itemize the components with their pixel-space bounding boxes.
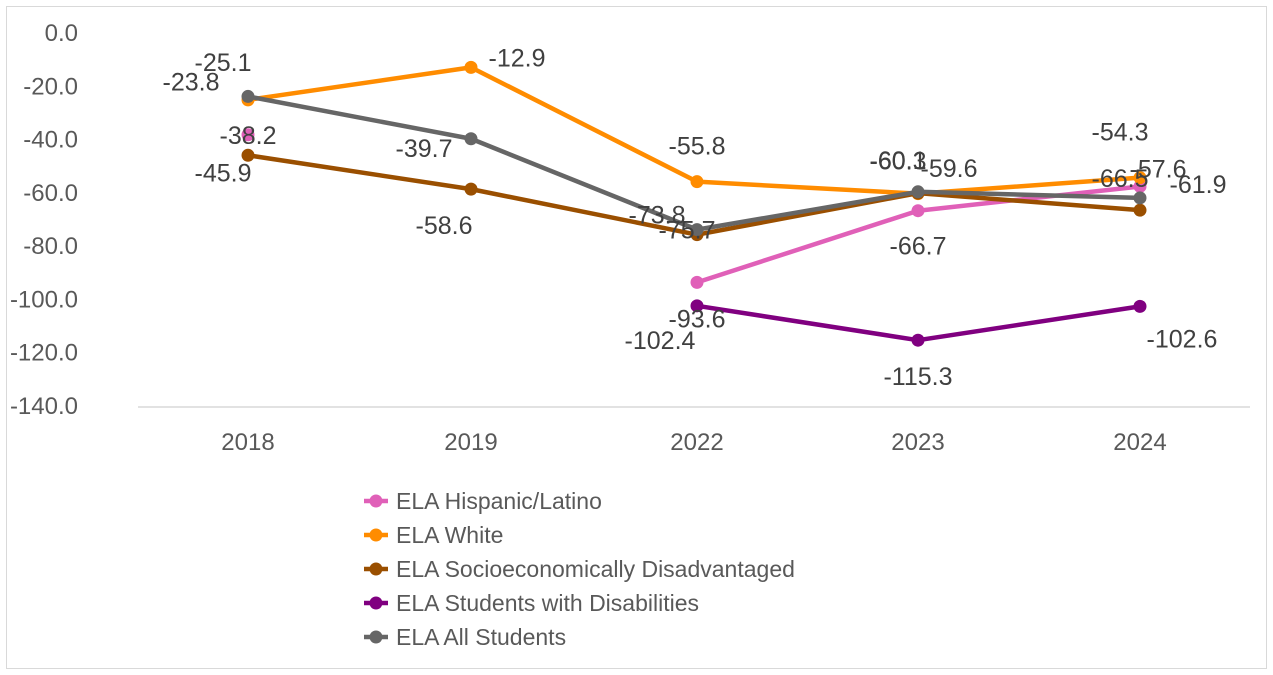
series-ela-all-students (241, 89, 1147, 237)
data-label: -102.4 (625, 327, 696, 355)
legend-label: ELA Socioeconomically Disadvantaged (396, 556, 795, 582)
x-tick-label: 2019 (444, 429, 497, 456)
data-label: -60.3 (870, 148, 927, 176)
data-point (464, 182, 478, 196)
legend-swatch-marker (369, 562, 383, 576)
data-label: -39.7 (396, 135, 453, 163)
legend-swatch-marker (369, 494, 383, 508)
y-tick-label: -20.0 (23, 73, 78, 100)
y-tick-label: -80.0 (23, 233, 78, 260)
legend-label: ELA Students with Disabilities (396, 590, 699, 616)
legend-item: ELA Students with Disabilities (364, 590, 699, 616)
data-point (911, 204, 925, 218)
data-label: -102.6 (1147, 325, 1218, 353)
x-tick-label: 2023 (891, 429, 944, 456)
chart-frame (6, 6, 1267, 669)
data-label: -58.6 (416, 212, 473, 240)
legend: ELA Hispanic/Latino ELA White ELA Socioeco… (364, 488, 795, 650)
data-label: -12.9 (489, 44, 546, 72)
data-point (1133, 299, 1147, 313)
legend-swatch-marker (369, 596, 383, 610)
y-tick-label: -40.0 (23, 127, 78, 154)
data-point (690, 299, 704, 313)
data-label: -115.3 (883, 363, 952, 391)
data-point (241, 128, 255, 142)
data-label: -66.5 (1092, 165, 1149, 193)
data-label: -55.8 (669, 133, 726, 161)
y-tick-label: -140.0 (10, 393, 78, 420)
x-tick-label: 2022 (670, 429, 723, 456)
legend-label: ELA White (396, 522, 503, 548)
series-ela-students-with-disabilities (690, 299, 1147, 347)
data-label: -59.6 (921, 155, 978, 183)
y-tick-label: -100.0 (10, 286, 78, 313)
legend-item: ELA All Students (364, 624, 566, 650)
x-tick-label: 2018 (221, 429, 274, 456)
data-point (911, 333, 925, 347)
data-point (690, 223, 704, 237)
data-point (1133, 171, 1147, 185)
legend-swatch-marker (369, 528, 383, 542)
data-label: -60.1 (870, 147, 927, 175)
data-point (690, 275, 704, 289)
x-tick-label: 2024 (1113, 429, 1166, 456)
data-point (690, 175, 704, 189)
data-label: -73.8 (629, 202, 686, 230)
legend-label: ELA All Students (396, 624, 566, 650)
legend-swatch-marker (369, 630, 383, 644)
x-axis-ticks: 2018 2019 2022 2023 2024 (221, 429, 1166, 456)
y-tick-label: 0.0 (45, 20, 78, 47)
series-line (245, 94, 1143, 232)
data-label: -57.6 (1130, 155, 1187, 183)
data-point (1133, 191, 1147, 205)
data-label: -38.2 (220, 122, 277, 150)
data-point (241, 148, 255, 162)
data-point (241, 89, 255, 103)
data-labels: -38.2 -93.6 -66.7 -57.6 -25.1 -12.9 -55.8 -60.3… (163, 44, 1227, 391)
data-point (911, 185, 925, 199)
data-label: -23.8 (163, 68, 220, 96)
y-axis-ticks: 0.0 -20.0 -40.0 -60.0 -80.0 -100.0 -120.0 -140.… (10, 20, 78, 420)
y-tick-label: -120.0 (10, 340, 78, 367)
series-ela-white (241, 60, 1147, 201)
data-label: -61.9 (1170, 171, 1227, 199)
y-tick-label: -60.0 (23, 180, 78, 207)
series-group (241, 60, 1147, 347)
data-label: -93.6 (669, 305, 726, 333)
data-label: -75.7 (659, 217, 716, 245)
data-label: -54.3 (1092, 119, 1149, 147)
legend-item: ELA Hispanic/Latino (364, 488, 602, 514)
data-label: -25.1 (195, 49, 252, 77)
data-point (464, 60, 478, 74)
data-label: -45.9 (195, 159, 252, 187)
legend-label: ELA Hispanic/Latino (396, 488, 602, 514)
legend-item: ELA White (364, 522, 503, 548)
data-label: -66.7 (890, 233, 947, 261)
legend-item: ELA Socioeconomically Disadvantaged (364, 556, 795, 582)
data-point (464, 132, 478, 146)
data-point (1133, 203, 1147, 217)
